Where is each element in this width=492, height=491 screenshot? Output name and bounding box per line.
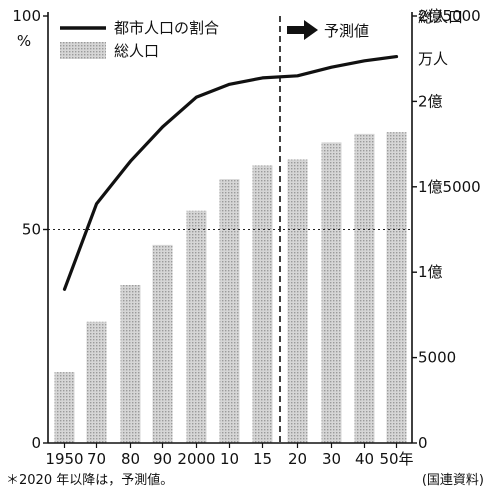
left-tick-label: 100 — [12, 7, 41, 25]
forecast-label: 予測値 — [324, 22, 369, 40]
footnote: ＊2020 年以降は，予測値。 — [6, 473, 174, 488]
right-axis-title: 総人口 — [418, 8, 463, 26]
population-bar — [219, 179, 240, 443]
x-tick-label: 1950 — [45, 450, 83, 468]
x-tick-label: 70 — [87, 450, 106, 468]
legend-label-urban: 都市人口の割合 — [114, 19, 219, 37]
x-tick-label: 50年 — [379, 450, 413, 468]
x-tick-label: 30 — [322, 450, 341, 468]
x-tick-label: 10 — [220, 450, 239, 468]
right-axis-unit: 万人 — [418, 50, 448, 68]
left-tick-label: 50 — [22, 221, 41, 239]
population-bar — [152, 244, 173, 443]
legend-label-population: 総人口 — [114, 42, 159, 60]
left-tick-label: 0 — [31, 434, 41, 452]
source-note: (国連資料) — [421, 473, 484, 488]
x-tick-label: 80 — [121, 450, 140, 468]
x-tick-label: 15 — [253, 450, 272, 468]
guides-layer: 予測値 — [48, 16, 412, 443]
urban-share-line — [62, 54, 399, 291]
x-tick-label: 90 — [153, 450, 172, 468]
population-bar — [120, 285, 141, 443]
legend-bar-swatch — [60, 42, 106, 59]
left-axis-unit: % — [17, 32, 31, 50]
forecast-arrow-icon — [287, 20, 318, 40]
population-bar — [321, 142, 342, 443]
population-bar — [54, 372, 75, 443]
population-bar — [386, 132, 407, 444]
population-bar — [354, 133, 375, 444]
right-tick-label: 5000 — [418, 349, 456, 367]
right-tick-label: 2億 — [418, 92, 443, 110]
line-layer — [62, 54, 399, 291]
right-tick-label: 0 — [418, 434, 428, 452]
population-bar — [252, 165, 273, 443]
right-tick-label: 2億5000 — [418, 7, 481, 25]
bars-layer — [54, 132, 407, 444]
right-tick-label: 1億5000 — [418, 178, 481, 196]
population-bar — [186, 210, 207, 443]
population-bar — [86, 321, 107, 443]
x-tick-label: 20 — [288, 450, 307, 468]
right-tick-label: 1億 — [418, 263, 443, 281]
population-bar — [287, 159, 308, 444]
x-tick-label: 40 — [355, 450, 374, 468]
x-tick-label: 2000 — [177, 450, 215, 468]
